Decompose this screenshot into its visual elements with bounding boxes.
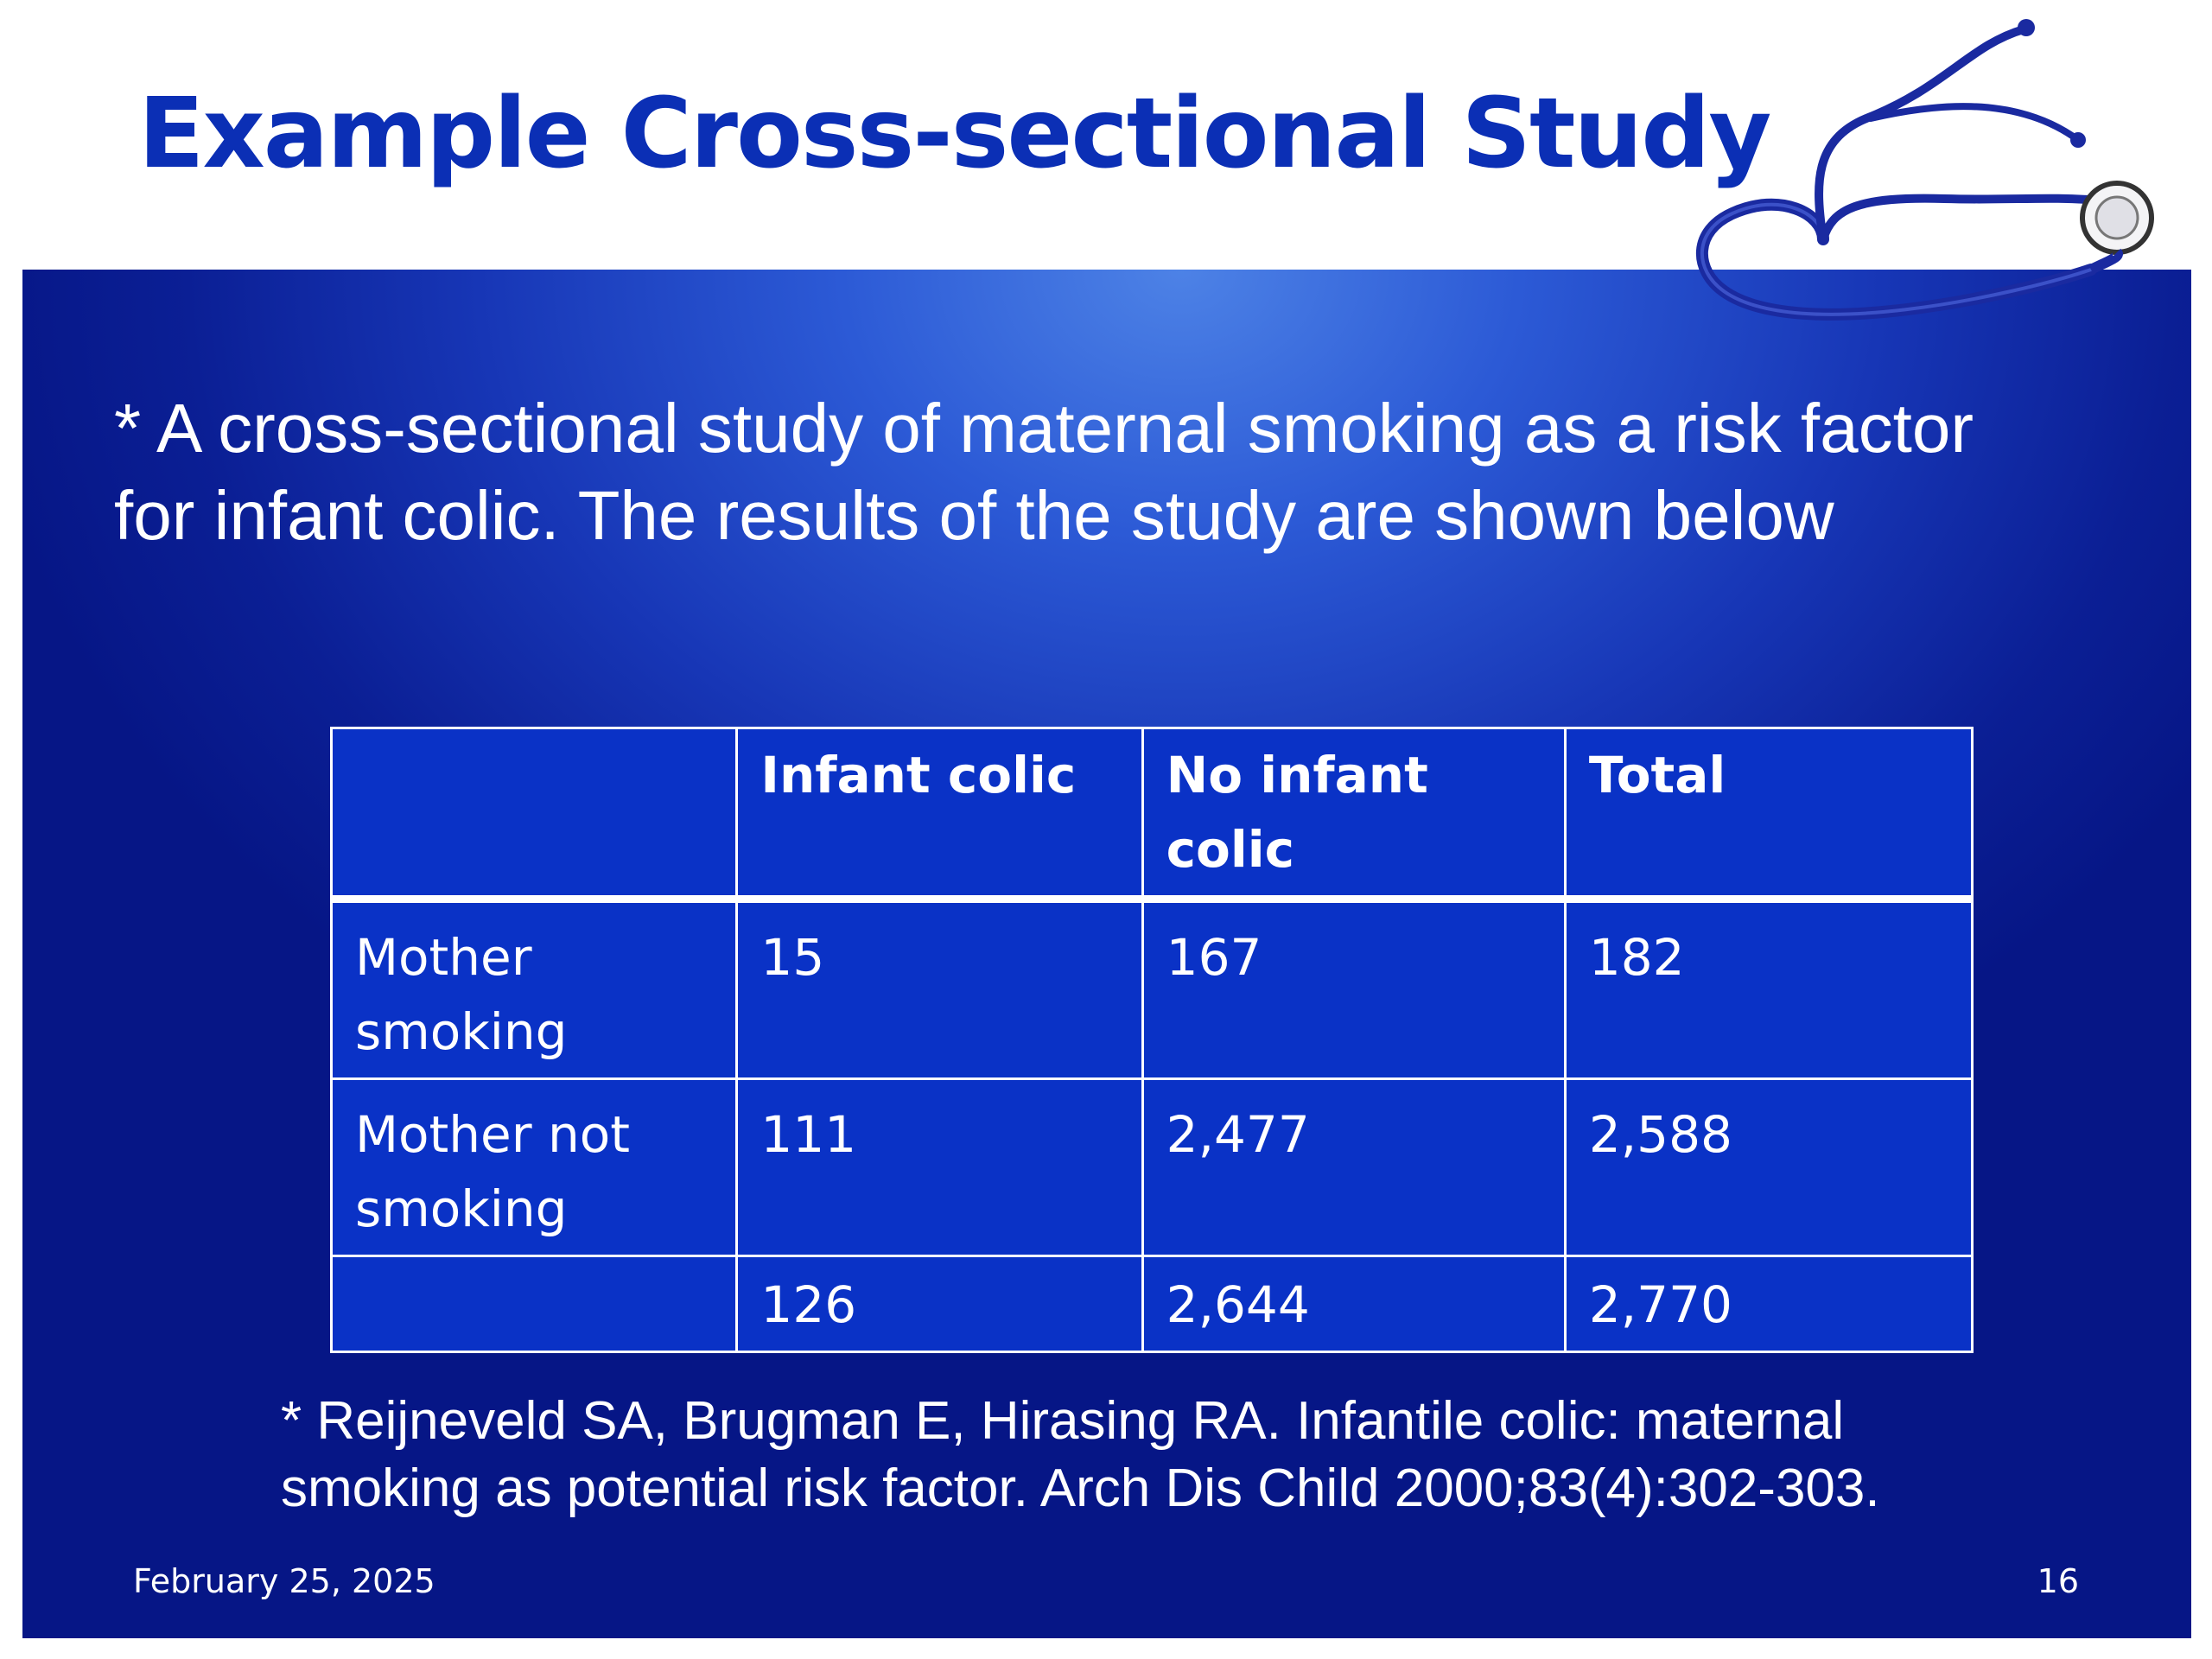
- table-cell: 2,770: [1563, 1255, 1974, 1353]
- table-row: Mother smoking 15 167 182: [329, 898, 1974, 1080]
- intro-text: * A cross-sectional study of maternal sm…: [114, 390, 1974, 554]
- footer-date: February 25, 2025: [133, 1562, 435, 1600]
- table-cell: [329, 1255, 739, 1353]
- table-cell: 2,644: [1141, 1255, 1567, 1353]
- table-row: 126 2,644 2,770: [329, 1255, 1974, 1353]
- table-cell: Mother smoking: [329, 898, 739, 1080]
- reference-citation: * Reijneveld SA, Brugman E, Hirasing RA.…: [281, 1391, 1880, 1518]
- table-row: Mother not smoking 111 2,477 2,588: [329, 1077, 1974, 1257]
- table-header-cell: Total: [1563, 727, 1974, 900]
- table-header-cell: Infant colic: [735, 727, 1144, 900]
- results-table: Infant colic No infant colic Total Mothe…: [329, 727, 1974, 1353]
- table-cell: 182: [1563, 898, 1974, 1080]
- page-number: 16: [2037, 1562, 2079, 1600]
- table-header-row: Infant colic No infant colic Total: [329, 727, 1974, 900]
- table-cell: 111: [735, 1077, 1144, 1257]
- table-cell: 2,477: [1141, 1077, 1567, 1257]
- table-cell: 15: [735, 898, 1144, 1080]
- table-cell: Mother not smoking: [329, 1077, 739, 1257]
- stethoscope-icon: [1696, 19, 2154, 321]
- table-cell: 2,588: [1563, 1077, 1974, 1257]
- slide-title: Example Cross-sectional Study: [138, 78, 1771, 190]
- table-header-cell: [329, 727, 739, 900]
- table-header-cell: No infant colic: [1141, 727, 1567, 900]
- table-cell: 167: [1141, 898, 1567, 1080]
- table-cell: 126: [735, 1255, 1144, 1353]
